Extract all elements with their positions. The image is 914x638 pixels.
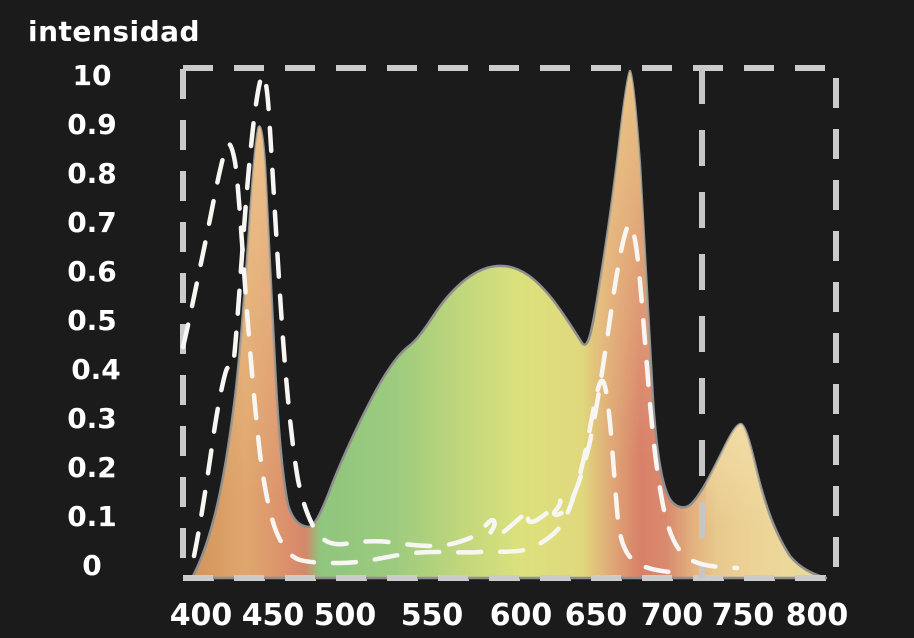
- y-tick-label: 10: [73, 59, 112, 92]
- x-tick-label: 650: [565, 598, 628, 633]
- y-tick-label: 0.8: [67, 157, 117, 190]
- y-tick-label: 0.9: [67, 108, 117, 141]
- x-tick-label: 500: [314, 598, 377, 633]
- x-tick-label: 700: [641, 598, 704, 633]
- y-tick-label: 0.6: [67, 255, 117, 288]
- absorption-curve-tall: [191, 73, 740, 571]
- y-tick-label: 0.5: [67, 304, 117, 337]
- y-axis-labels: 10 0.9 0.8 0.7 0.6 0.5 0.4 0.3 0.2 0.1 0: [67, 59, 121, 582]
- y-tick-label: 0.3: [67, 402, 117, 435]
- x-tick-label: 600: [490, 598, 553, 633]
- absorption-curve-short: [180, 141, 673, 575]
- y-tick-label: 0.2: [67, 451, 117, 484]
- y-tick-label: 0.4: [71, 353, 121, 386]
- x-axis-labels: 400 450 500 550 600 650 700 750 800: [170, 598, 849, 633]
- x-tick-label: 450: [242, 598, 305, 633]
- y-tick-label: 0.7: [67, 206, 117, 239]
- x-tick-label: 400: [170, 598, 233, 633]
- chart-title: intensidad: [28, 15, 200, 48]
- x-tick-label: 550: [401, 598, 464, 633]
- farred-peak-highlight: [706, 71, 778, 578]
- x-tick-label: 800: [786, 598, 849, 633]
- x-tick-label: 750: [712, 598, 775, 633]
- y-tick-label: 0.1: [67, 500, 117, 533]
- y-tick-label: 0: [82, 549, 101, 582]
